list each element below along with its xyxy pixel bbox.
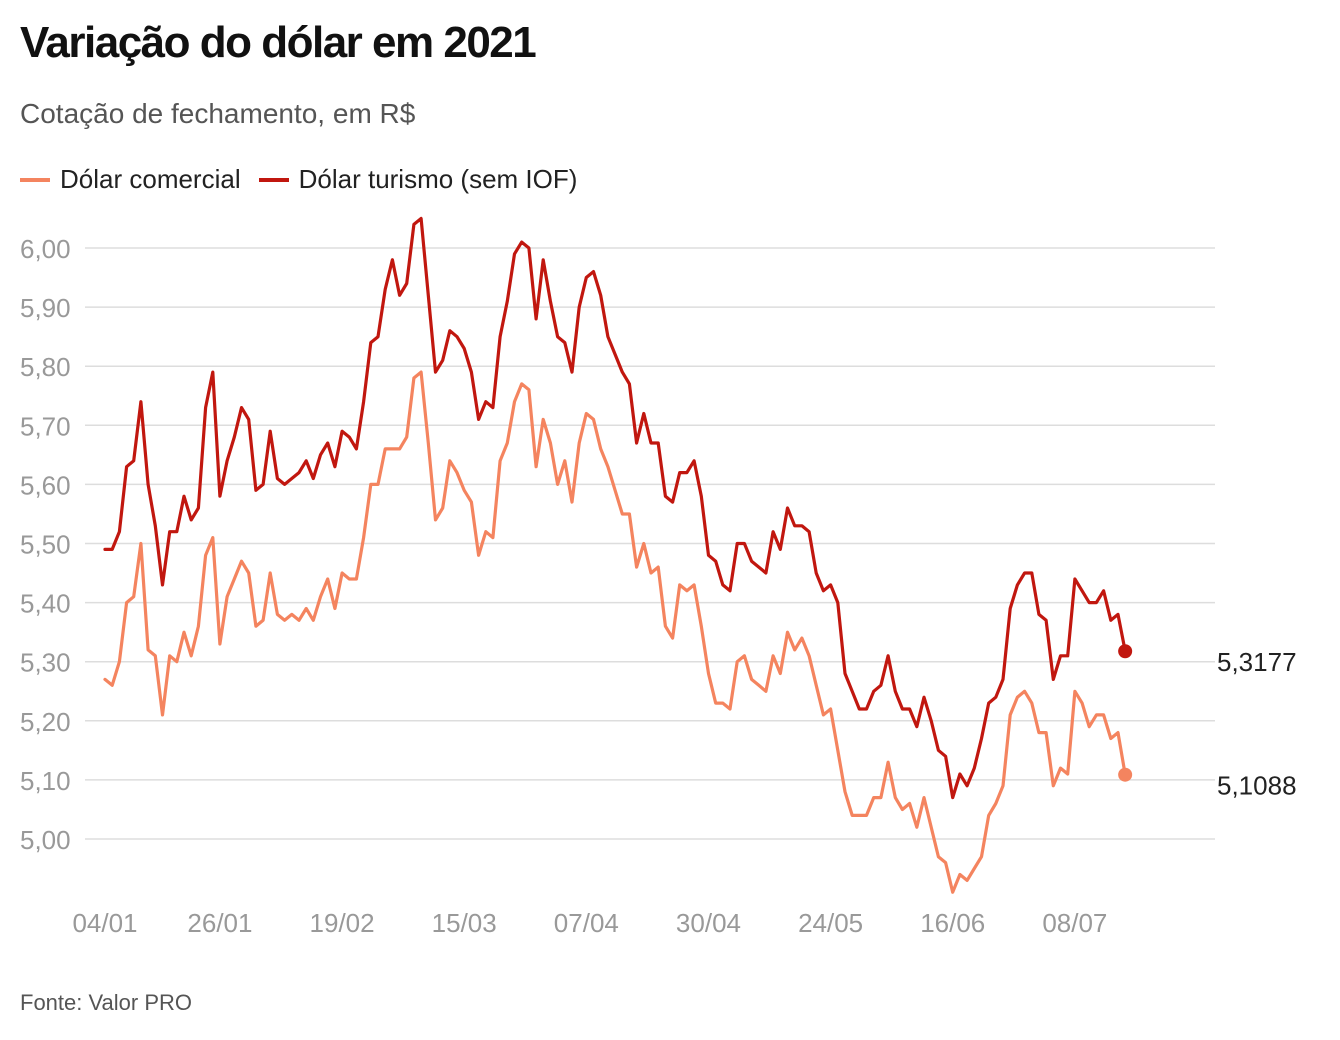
y-tick-label: 5,80: [20, 352, 71, 382]
legend-swatch-turismo: [258, 177, 289, 182]
legend-item-comercial: Dólar comercial: [20, 164, 241, 195]
x-tick-label: 16/06: [920, 908, 985, 938]
y-axis-ticks: 6,00 5,90 5,80 5,70 5,60 5,50 5,40 5,30 5,20 5,10…: [20, 234, 71, 855]
x-tick-label: 07/04: [554, 908, 619, 938]
end-point-comercial: [1118, 767, 1133, 782]
y-tick-label: 5,30: [20, 648, 71, 678]
x-tick-label: 19/02: [310, 908, 375, 938]
y-tick-label: 5,00: [20, 825, 71, 855]
series-lines: [103, 216, 1127, 894]
chart-subtitle: Cotação de fechamento, em R$: [20, 98, 416, 129]
legend-label-comercial: Dólar comercial: [60, 164, 241, 194]
y-tick-label: 6,00: [20, 234, 71, 264]
y-tick-label: 5,60: [20, 470, 71, 500]
y-tick-label: 5,90: [20, 293, 71, 323]
x-axis-ticks: 04/01 26/01 19/02 15/03 07/04 30/04 24/05 16/06…: [72, 908, 1107, 938]
end-markers: 5,1088 5,3177: [1118, 644, 1297, 801]
legend-item-turismo: Dólar turismo (sem IOF): [258, 164, 578, 195]
y-tick-label: 5,20: [20, 707, 71, 737]
x-tick-label: 24/05: [798, 908, 863, 938]
source-note: Fonte: Valor PRO: [20, 990, 192, 1015]
x-tick-label: 15/03: [432, 908, 497, 938]
x-tick-label: 08/07: [1042, 908, 1107, 938]
end-point-turismo: [1118, 644, 1133, 659]
x-tick-label: 26/01: [187, 908, 252, 938]
legend: Dólar comercial Dólar turismo (sem IOF): [20, 164, 595, 195]
x-tick-label: 30/04: [676, 908, 741, 938]
y-tick-label: 5,40: [20, 589, 71, 619]
grid-lines: [85, 247, 1215, 840]
legend-label-turismo: Dólar turismo (sem IOF): [298, 164, 578, 194]
y-tick-label: 5,70: [20, 411, 71, 441]
end-value-label: 5,1088: [1217, 771, 1297, 801]
chart-title: Variação do dólar em 2021: [20, 18, 537, 67]
end-value-label: 5,3177: [1217, 647, 1297, 677]
y-tick-label: 5,10: [20, 766, 71, 796]
y-tick-label: 5,50: [20, 530, 71, 560]
legend-swatch-comercial: [20, 177, 50, 182]
x-tick-label: 04/01: [72, 908, 137, 938]
series-line-comercial: [103, 370, 1127, 894]
series-line-turismo: [103, 216, 1127, 800]
